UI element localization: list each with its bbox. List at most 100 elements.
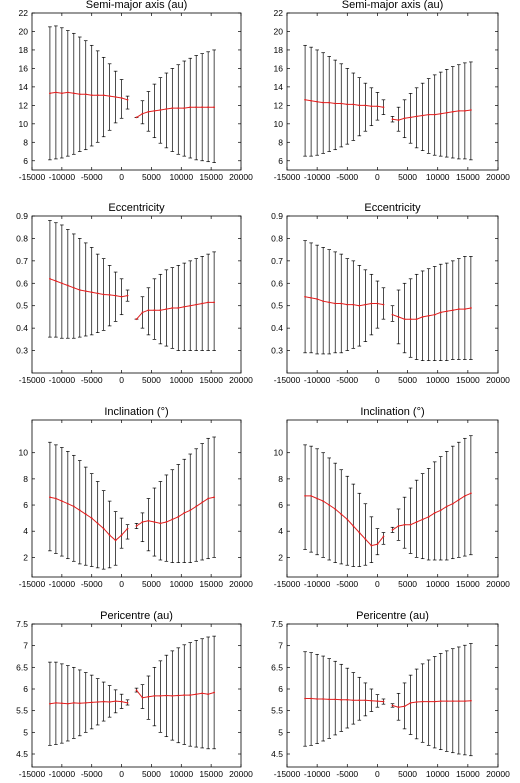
data-point bbox=[141, 696, 144, 699]
y-tick-label: 0.6 bbox=[271, 278, 283, 288]
data-point bbox=[415, 115, 418, 118]
data-point bbox=[90, 94, 93, 97]
data-point bbox=[316, 497, 319, 500]
data-point bbox=[415, 318, 418, 321]
data-point bbox=[427, 314, 430, 317]
data-point bbox=[120, 700, 123, 703]
data-point bbox=[96, 701, 99, 703]
data-point bbox=[114, 294, 117, 297]
data-point bbox=[316, 100, 319, 103]
series-1 bbox=[303, 240, 386, 355]
data-point bbox=[445, 505, 448, 508]
data-point bbox=[171, 695, 174, 697]
data-point bbox=[102, 94, 105, 97]
data-point bbox=[415, 701, 418, 703]
series-2 bbox=[390, 61, 473, 161]
y-tick-label: 5 bbox=[278, 727, 283, 737]
data-point bbox=[376, 700, 379, 703]
data-point bbox=[201, 692, 204, 695]
data-point bbox=[304, 295, 306, 298]
data-point bbox=[409, 318, 412, 321]
data-point bbox=[207, 693, 210, 696]
data-point bbox=[397, 316, 400, 318]
data-point bbox=[451, 700, 454, 703]
data-point bbox=[147, 110, 150, 113]
data-point bbox=[439, 311, 442, 314]
mean-line bbox=[136, 301, 215, 320]
series-2 bbox=[390, 256, 473, 362]
data-point bbox=[457, 498, 460, 501]
y-tick-label: 6 bbox=[23, 684, 28, 694]
y-tick-label: 16 bbox=[274, 63, 284, 73]
y-tick-label: 7.5 bbox=[271, 619, 283, 629]
data-point bbox=[60, 702, 63, 705]
y-tick-label: 0.3 bbox=[16, 346, 28, 356]
data-point bbox=[54, 91, 57, 94]
data-point bbox=[126, 701, 129, 704]
x-tick-label: -5000 bbox=[336, 172, 358, 182]
data-point bbox=[409, 116, 412, 119]
plot-frame bbox=[31, 215, 242, 374]
data-point bbox=[165, 308, 168, 310]
data-point bbox=[304, 494, 306, 497]
x-tick-label: 10000 bbox=[426, 172, 450, 182]
data-point bbox=[84, 93, 87, 96]
data-point bbox=[183, 305, 186, 308]
x-tick-label: -15000 bbox=[274, 375, 301, 385]
data-point bbox=[463, 109, 466, 112]
data-point bbox=[72, 505, 75, 508]
x-tick-label: 15000 bbox=[199, 579, 223, 589]
data-point bbox=[310, 296, 313, 299]
data-point bbox=[102, 700, 105, 703]
chart-panel-2: Semi-major axis (au) -15000 -10000 -5000 0 50… bbox=[274, 0, 511, 182]
series-2 bbox=[134, 49, 216, 163]
mean-line bbox=[305, 296, 384, 307]
x-tick-label: 10000 bbox=[426, 375, 450, 385]
data-point bbox=[171, 307, 174, 309]
plot-frame bbox=[31, 623, 242, 768]
y-tick-label: 6.5 bbox=[16, 662, 28, 672]
data-point bbox=[165, 694, 168, 697]
y-tick-label: 8 bbox=[23, 137, 28, 147]
data-point bbox=[90, 291, 93, 294]
x-tick-label: -5000 bbox=[81, 769, 103, 778]
data-point bbox=[427, 515, 430, 518]
data-point bbox=[340, 102, 343, 105]
chart-panel-8: Pericentre (au) -15000 -10000 -5000 0 5000 100… bbox=[271, 610, 510, 779]
data-point bbox=[376, 543, 379, 546]
data-point bbox=[322, 698, 325, 700]
x-tick-label: 10000 bbox=[169, 579, 193, 589]
data-point bbox=[114, 700, 117, 703]
data-point bbox=[445, 310, 448, 313]
y-tick-label: 8 bbox=[278, 474, 283, 484]
series-2 bbox=[134, 436, 216, 563]
x-tick-label: -5000 bbox=[81, 375, 103, 385]
x-tick-label: 5000 bbox=[398, 375, 417, 385]
y-tick-label: 7.5 bbox=[16, 619, 28, 629]
data-point bbox=[322, 500, 325, 503]
x-tick-label: -10000 bbox=[49, 375, 76, 385]
y-tick-label: 0.8 bbox=[16, 233, 28, 243]
x-tick-label: 0 bbox=[375, 172, 380, 182]
mean-line bbox=[49, 496, 128, 542]
data-point bbox=[409, 523, 412, 526]
x-tick-label: 10000 bbox=[169, 172, 193, 182]
data-point bbox=[403, 318, 406, 321]
data-point bbox=[310, 99, 313, 102]
y-tick-label: 6 bbox=[278, 684, 283, 694]
data-point bbox=[153, 695, 156, 697]
data-point bbox=[195, 303, 198, 306]
series-1 bbox=[48, 25, 130, 161]
x-tick-label: 15000 bbox=[199, 172, 223, 182]
y-tick-label: 4 bbox=[278, 526, 283, 536]
data-point bbox=[54, 497, 57, 500]
data-point bbox=[310, 697, 313, 700]
data-point bbox=[177, 307, 180, 309]
chart-title: Pericentre (au) bbox=[356, 610, 429, 622]
x-tick-label: -10000 bbox=[49, 579, 76, 589]
data-point bbox=[358, 104, 361, 107]
data-point bbox=[391, 704, 394, 707]
data-point bbox=[334, 302, 337, 305]
plot-frame bbox=[286, 215, 499, 374]
data-point bbox=[49, 277, 51, 280]
